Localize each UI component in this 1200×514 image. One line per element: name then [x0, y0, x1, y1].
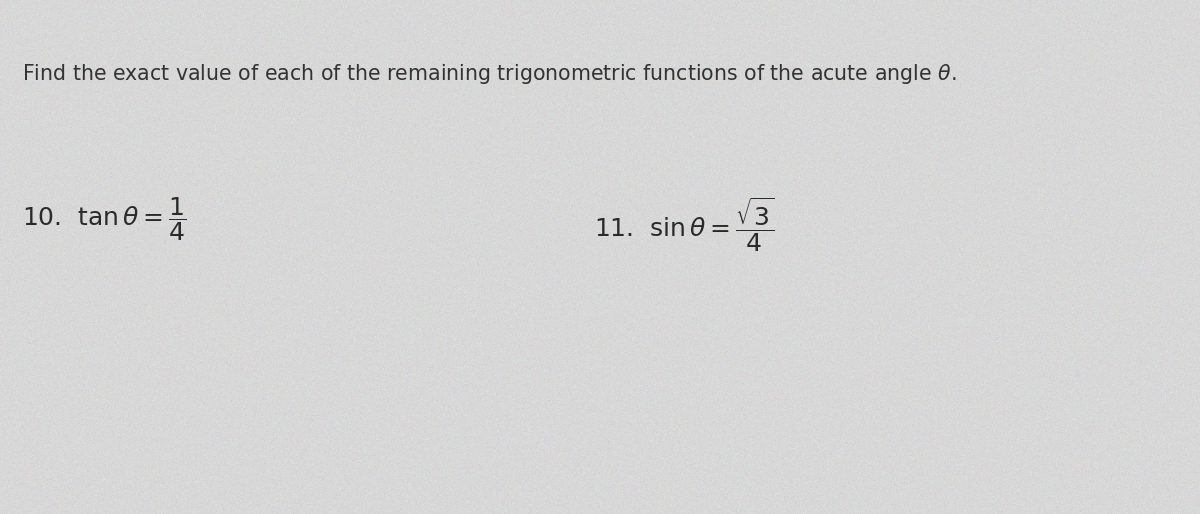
- Text: 11.  $\sin \theta = \dfrac{\sqrt{3}}{4}$: 11. $\sin \theta = \dfrac{\sqrt{3}}{4}$: [594, 195, 774, 253]
- Text: Find the exact value of each of the remaining trigonometric functions of the acu: Find the exact value of each of the rema…: [22, 62, 956, 86]
- Text: 10.  $\tan \theta = \dfrac{1}{4}$: 10. $\tan \theta = \dfrac{1}{4}$: [22, 195, 186, 243]
